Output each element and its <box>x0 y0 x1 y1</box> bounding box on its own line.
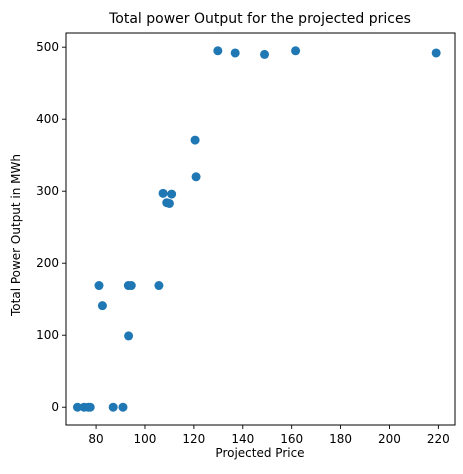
x-tick-label: 200 <box>378 432 401 446</box>
data-point <box>98 301 107 310</box>
data-point <box>127 281 136 290</box>
chart-title: Total power Output for the projected pri… <box>108 11 411 27</box>
y-axis-label: Total Power Output in MWh <box>9 154 23 317</box>
x-tick-label: 100 <box>134 432 157 446</box>
x-tick-label: 180 <box>329 432 352 446</box>
x-axis-label: Projected Price <box>215 446 304 460</box>
data-point <box>260 50 269 59</box>
data-point <box>167 190 176 199</box>
data-point <box>95 281 104 290</box>
data-point <box>165 199 174 208</box>
data-point <box>154 281 163 290</box>
x-tick-label: 120 <box>182 432 205 446</box>
data-point <box>159 189 168 198</box>
data-point <box>191 136 200 145</box>
y-tick-label: 100 <box>36 328 59 342</box>
data-point <box>118 403 127 412</box>
data-point <box>86 403 95 412</box>
data-point <box>124 331 133 340</box>
y-tick-label: 400 <box>36 112 59 126</box>
data-point <box>291 46 300 55</box>
data-point <box>213 46 222 55</box>
y-tick-label: 0 <box>51 400 59 414</box>
x-tick-label: 80 <box>88 432 103 446</box>
y-tick-label: 200 <box>36 256 59 270</box>
x-tick-label: 160 <box>280 432 303 446</box>
data-point <box>231 48 240 57</box>
data-point <box>192 172 201 181</box>
x-tick-label: 140 <box>231 432 254 446</box>
data-point <box>109 403 118 412</box>
y-tick-label: 300 <box>36 184 59 198</box>
data-point <box>432 48 441 57</box>
y-tick-label: 500 <box>36 40 59 54</box>
x-tick-label: 220 <box>427 432 450 446</box>
